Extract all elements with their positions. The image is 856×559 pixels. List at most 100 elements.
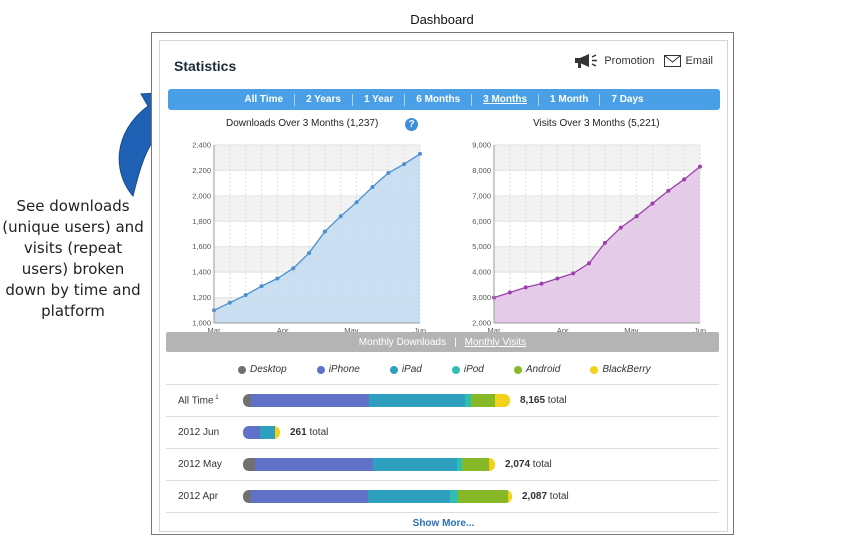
bar-segment-blackberry (508, 490, 512, 503)
data-point (507, 290, 512, 295)
x-tick-label: Mar (208, 326, 221, 333)
tab-monthly-visits[interactable]: Monthly Visits (464, 336, 527, 348)
row-label-text: 2012 May (178, 459, 222, 470)
downloads-chart-title: Downloads Over 3 Months (1,237) (226, 118, 379, 129)
data-point (243, 293, 248, 298)
platform-breakdown-table: All Time 1 8,165 total 2012 Jun 261 total 20… (166, 384, 719, 513)
grid-band (494, 145, 700, 171)
megaphone-icon (575, 54, 598, 68)
row-label: 2012 Jun (178, 427, 219, 438)
data-point (682, 177, 687, 182)
row-total: 8,165 total (520, 395, 567, 406)
legend-label: Android (525, 364, 561, 375)
x-tick-label: May (624, 326, 638, 333)
tab-all-time[interactable]: All Time (233, 93, 296, 106)
x-tick-label: May (344, 326, 358, 333)
bar-segment-ipod (465, 394, 471, 407)
tab-1-month[interactable]: 1 Month (539, 93, 601, 106)
y-tick-label: 1,600 (192, 242, 211, 251)
tab-1-year[interactable]: 1 Year (353, 93, 406, 106)
email-button[interactable]: Email (664, 55, 713, 67)
table-row: All Time 1 8,165 total (166, 384, 719, 416)
bar-segment-blackberry (275, 426, 280, 439)
legend-item-ipod: iPod (451, 364, 484, 375)
tab-7-days[interactable]: 7 Days (611, 93, 644, 105)
tab-3-months[interactable]: 3 Months (472, 93, 540, 106)
bar-segment-ipad (368, 490, 450, 503)
data-point (618, 225, 623, 230)
tab-monthly-downloads[interactable]: Monthly Downloads (358, 336, 447, 348)
row-total-value: 2,074 (505, 459, 531, 470)
x-tick-label: Jun (694, 326, 706, 333)
bar-segment-ipod (457, 458, 462, 471)
bar-segment-android (462, 458, 489, 471)
row-footnote-mark: 1 (213, 395, 219, 401)
y-tick-label: 6,000 (472, 217, 491, 226)
legend-item-android: Android (513, 364, 561, 375)
bar-segment-iphone (243, 426, 260, 439)
table-row: 2012 Jun 261 total (166, 416, 719, 448)
y-tick-label: 9,000 (472, 141, 491, 150)
series-area (494, 166, 700, 323)
y-tick-label: 3,000 (472, 293, 491, 302)
y-tick-label: 7,000 (472, 191, 491, 200)
data-point (259, 284, 264, 289)
data-point (555, 276, 560, 281)
visits-chart-title: Visits Over 3 Months (5,221) (533, 118, 660, 129)
legend-swatch (316, 365, 325, 374)
data-point (402, 162, 407, 167)
row-label-text: All Time (178, 395, 214, 407)
y-tick-label: 1,000 (192, 319, 211, 328)
legend-item-desktop: Desktop (238, 364, 287, 375)
data-point (650, 201, 655, 206)
data-point (634, 214, 639, 219)
grid-band (214, 145, 420, 171)
envelope-icon (664, 55, 682, 67)
x-tick-label: Apr (557, 326, 569, 333)
table-row: 2012 May 2,074 total (166, 448, 719, 480)
series-area (214, 153, 420, 323)
row-label: 2012 Apr (178, 491, 218, 502)
row-label: All Time 1 (178, 395, 219, 406)
bar-segment-desktop (243, 394, 251, 407)
legend-label: iPhone (328, 364, 360, 375)
y-tick-label: 1,200 (192, 293, 211, 302)
statistics-title: Statistics (174, 58, 237, 74)
row-total-word: total (530, 459, 552, 470)
side-note: See downloads (unique users) and visits … (2, 197, 144, 320)
statistics-panel: Statistics Promotion Email All Time (151, 32, 734, 535)
y-tick-label: 2,400 (192, 141, 211, 150)
visits-chart: 2,000 3,000 4,000 5,000 6,000 7,000 8,000 9,000… (472, 141, 706, 334)
row-label-text: 2012 Apr (178, 491, 219, 502)
platform-bar (243, 394, 510, 407)
data-point (354, 200, 359, 205)
row-total-value: 261 (290, 427, 307, 438)
legend-label: iPod (463, 364, 484, 375)
view-toggle-bar: Monthly Downloads | Monthly Visits (166, 332, 719, 352)
platform-bar (243, 426, 280, 439)
row-total: 261 total (290, 427, 328, 438)
y-tick-label: 4,000 (472, 268, 491, 277)
y-tick-label: 2,000 (472, 319, 491, 328)
help-icon[interactable]: ? (405, 118, 418, 131)
page-heading: Dashboard (410, 12, 474, 27)
row-total-word: total (545, 395, 567, 406)
x-tick-label: Apr (277, 326, 289, 333)
y-tick-label: 8,000 (472, 166, 491, 175)
bar-segment-iphone (251, 490, 368, 503)
tab-6-months[interactable]: 6 Months (405, 93, 473, 106)
data-point (322, 229, 327, 234)
legend-swatch (590, 365, 599, 374)
bar-segment-desktop (243, 458, 255, 471)
tab-2-years[interactable]: 2 Years (295, 93, 353, 106)
data-point (370, 184, 375, 189)
row-total: 2,074 total (505, 459, 552, 470)
y-tick-label: 5,000 (472, 242, 491, 251)
bar-segment-blackberry (495, 394, 510, 407)
promotion-button[interactable]: Promotion (574, 53, 654, 69)
row-total-value: 8,165 (520, 395, 546, 406)
data-point (291, 266, 296, 271)
panel-actions: Promotion Email (564, 53, 713, 69)
show-more-link[interactable]: Show More... (412, 518, 475, 529)
platform-legend: Desktop iPhone iPad iPod Android BlackBerry (238, 364, 651, 375)
